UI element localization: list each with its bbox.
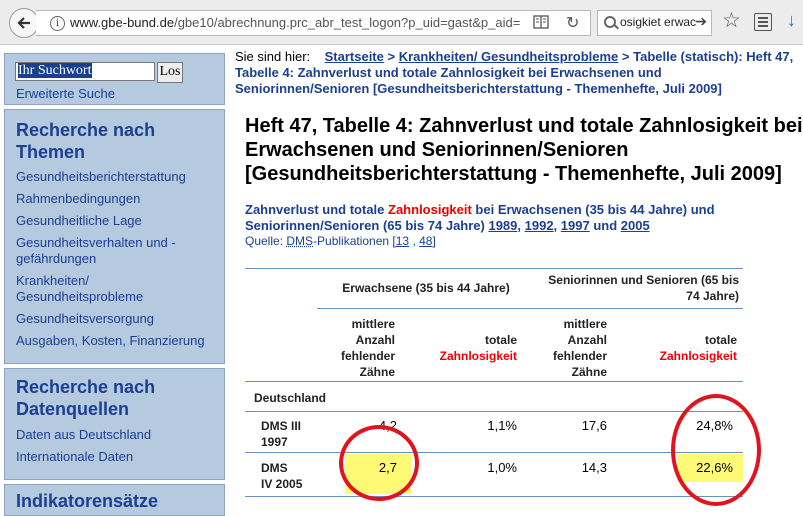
source-line: Quelle: DMS-Publikationen [13 , 48] bbox=[245, 234, 436, 248]
download-icon[interactable]: ↓ bbox=[787, 10, 796, 31]
nav-gesundheitliche-lage[interactable]: Gesundheitliche Lage bbox=[16, 213, 216, 229]
themes-nav: Recherche nach Themen Gesundheitsbericht… bbox=[4, 109, 225, 364]
cell-seniors-mean: 14,3 bbox=[535, 460, 607, 475]
description-highlight: Zahnlosigkeit bbox=[388, 202, 472, 217]
back-button[interactable] bbox=[9, 8, 39, 38]
cell-adults-total: 1,0% bbox=[445, 460, 517, 475]
browser-search-bar[interactable]: osigkiet erwac ➔ bbox=[597, 10, 712, 36]
breadcrumb-prefix: Sie sind hier: bbox=[235, 49, 310, 64]
breadcrumb-home-link[interactable]: Startseite bbox=[325, 49, 384, 64]
nav-rahmenbedingungen[interactable]: Rahmenbedingungen bbox=[16, 191, 216, 207]
header-seniors-total: totale Zahnlosigkeit bbox=[625, 332, 737, 364]
cell-seniors-mean: 17,6 bbox=[535, 418, 607, 433]
page-title: Heft 47, Tabelle 4: Zahnverlust und tota… bbox=[245, 114, 803, 186]
annotation-circle-adults bbox=[339, 425, 419, 501]
url-text[interactable]: www.gbe-bund.de/gbe10/abrechnung.prc_abr… bbox=[70, 15, 520, 30]
year-link-2005[interactable]: 2005 bbox=[621, 218, 650, 233]
themes-heading-line2: Themen bbox=[16, 141, 85, 163]
nav-krankheiten[interactable]: Krankheiten/ Gesundheitsprobleme bbox=[16, 273, 156, 305]
browser-search-text[interactable]: osigkiet erwac bbox=[620, 15, 696, 29]
year-link-1992[interactable]: 1992 bbox=[525, 218, 554, 233]
search-icon bbox=[604, 16, 616, 28]
breadcrumb: Sie sind hier: Startseite > Krankheiten/… bbox=[235, 49, 795, 97]
reader-view-icon[interactable] bbox=[533, 15, 549, 29]
nav-gesundheitsberichterstattung[interactable]: Gesundheitsberichterstattung bbox=[16, 169, 216, 185]
row-label-dms-iii: DMS III 1997 bbox=[261, 418, 301, 450]
bookmark-star-icon[interactable]: ☆ bbox=[722, 8, 741, 33]
reading-list-icon[interactable] bbox=[754, 13, 772, 31]
header-adults: Erwachsene (35 bis 44 Jahre) bbox=[315, 280, 537, 296]
indicators-nav: Indikatorensätze bbox=[4, 484, 225, 516]
info-icon[interactable]: i bbox=[50, 16, 65, 31]
source-ref-48[interactable]: 48] bbox=[419, 234, 436, 248]
year-link-1989[interactable]: 1989 bbox=[488, 218, 517, 233]
region-label: Deutschland bbox=[254, 390, 326, 406]
reload-icon[interactable]: ↻ bbox=[566, 13, 579, 33]
cell-adults-total: 1,1% bbox=[445, 418, 517, 433]
search-input[interactable]: Ihr Suchwort bbox=[15, 62, 155, 81]
nav-daten-deutschland[interactable]: Daten aus Deutschland bbox=[16, 427, 216, 443]
nav-ausgaben-kosten[interactable]: Ausgaben, Kosten, Finanzierung bbox=[16, 333, 216, 349]
nav-gesundheitsversorgung[interactable]: Gesundheitsversorgung bbox=[16, 311, 216, 327]
themes-heading-line1: Recherche nach bbox=[16, 119, 155, 141]
header-seniors: Seniorinnen und Senioren (65 bis 74 Jahr… bbox=[545, 272, 739, 304]
address-bar[interactable]: i www.gbe-bund.de/gbe10/abrechnung.prc_a… bbox=[36, 10, 591, 36]
datasources-heading-line1: Recherche nach bbox=[16, 376, 155, 398]
datasources-nav: Recherche nach Datenquellen Daten aus De… bbox=[4, 368, 225, 480]
back-arrow-icon bbox=[16, 15, 32, 31]
header-seniors-mean: mittlere Anzahl fehlender Zähne bbox=[535, 316, 607, 380]
header-adults-mean: mittlere Anzahl fehlender Zähne bbox=[325, 316, 395, 380]
breadcrumb-category-link[interactable]: Krankheiten/ Gesundheitsprobleme bbox=[399, 49, 619, 64]
row-label-dms-iv: DMS IV 2005 bbox=[261, 460, 302, 492]
header-adults-total: totale Zahnlosigkeit bbox=[405, 332, 517, 364]
nav-gesundheitsverhalten[interactable]: Gesundheitsverhalten und -gefährdungen bbox=[16, 235, 176, 267]
site-search-box: Ihr Suchwort Los Erweiterte Suche bbox=[4, 53, 225, 105]
table-description: Zahnverlust und totale Zahnlosigkeit bei… bbox=[245, 202, 785, 234]
browser-toolbar: i www.gbe-bund.de/gbe10/abrechnung.prc_a… bbox=[0, 0, 803, 45]
dms-abbr[interactable]: DMS bbox=[286, 234, 313, 248]
source-ref-13[interactable]: [13 bbox=[392, 234, 409, 248]
nav-internationale-daten[interactable]: Internationale Daten bbox=[16, 449, 216, 465]
year-link-1997[interactable]: 1997 bbox=[561, 218, 590, 233]
advanced-search-link[interactable]: Erweiterte Suche bbox=[16, 86, 115, 101]
search-button[interactable]: Los bbox=[157, 62, 183, 83]
annotation-circle-seniors bbox=[671, 394, 761, 506]
datasources-heading-line2: Datenquellen bbox=[16, 398, 129, 420]
search-go-icon[interactable]: ➔ bbox=[695, 13, 707, 30]
